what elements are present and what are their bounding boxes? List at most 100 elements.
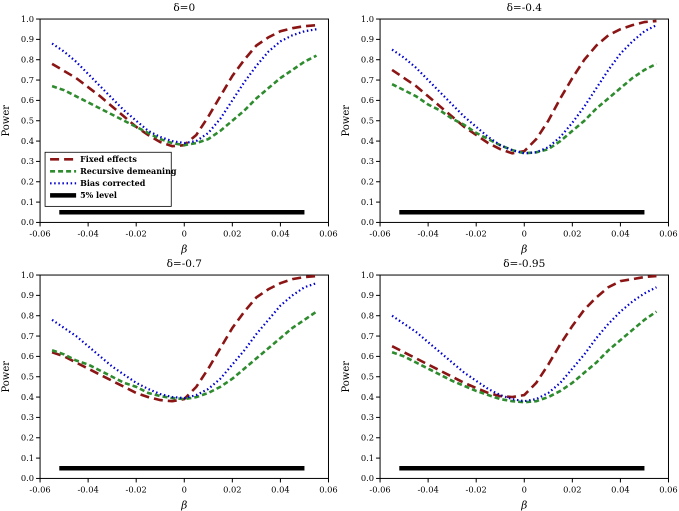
x-tick-label: 0.02 [223, 228, 241, 238]
chart-delta-0: δ=0 -0.06 -0.04 -0.02 0 0.02 0.04 0.06 0.0 0.1 0.2… [1, 2, 338, 255]
y-tick-label: 0.1 [21, 452, 34, 462]
chart-delta-neg-0-95: δ=-0.95 -0.06 -0.04 -0.02 0 0.02 0.04 0.06 0.0 0.… [341, 258, 678, 511]
y-tick-label: 0.0 [21, 217, 34, 227]
y-axis-label: Power [1, 360, 12, 392]
y-axis-label: Power [1, 105, 12, 137]
plot-frame [379, 274, 669, 479]
panel-delta-0: δ=0 -0.06 -0.04 -0.02 0 0.02 0.04 0.06 0.0 0.1 0.2… [0, 0, 340, 256]
y-tick-label: 0.9 [360, 34, 373, 44]
x-tick-label: -0.02 [465, 228, 486, 238]
series-recursive-demeaning [51, 310, 318, 400]
x-tick-label: -0.04 [417, 228, 438, 238]
y-tick-label: 0.2 [21, 432, 34, 442]
y-tick-label: 0.6 [21, 351, 34, 361]
y-tick-label: 0.3 [21, 412, 34, 422]
y-tick-label: 1.0 [360, 14, 373, 24]
x-tick-label: 0 [521, 484, 526, 494]
x-tick-label: -0.06 [369, 484, 390, 494]
y-tick-label: 0.4 [360, 136, 373, 146]
y-tick-label: 0.7 [360, 330, 373, 340]
x-tick-label: -0.04 [77, 484, 98, 494]
legend-label-5-level: 5% level [80, 190, 117, 200]
y-tick-label: 0.2 [21, 177, 34, 187]
legend-label-fixed-effects: Fixed effects [80, 154, 137, 164]
plot-frame [379, 18, 669, 223]
y-tick-label: 0.2 [360, 177, 373, 187]
series-recursive-demeaning [51, 54, 318, 147]
y-tick-label: 1.0 [21, 14, 34, 24]
x-tick-label: 0.02 [563, 484, 581, 494]
y-tick-label: 0.6 [360, 351, 373, 361]
x-axis-label: β [520, 243, 527, 255]
chart-delta-neg-0-4: δ=-0.4 -0.06 -0.04 -0.02 0 0.02 0.04 0.06 0.0 0.1… [341, 2, 678, 255]
x-tick-label: 0.06 [319, 228, 337, 238]
y-tick-label: 0.0 [360, 473, 373, 483]
y-tick-label: 0.5 [360, 116, 373, 126]
panel-title: δ=0 [173, 2, 195, 14]
x-tick-label: 0.06 [659, 484, 677, 494]
y-tick-label: 0.2 [360, 432, 373, 442]
y-tick-label: 0.6 [21, 95, 34, 105]
x-tick-label: 0.02 [563, 228, 581, 238]
x-axis-label: β [180, 499, 187, 511]
y-tick-label: 0.3 [360, 412, 373, 422]
x-tick-label: -0.06 [29, 484, 50, 494]
series-bias-corrected [390, 285, 657, 402]
x-axis-label: β [520, 499, 527, 511]
series-bias-corrected [390, 24, 657, 155]
x-tick-label: -0.06 [29, 228, 50, 238]
legend-label-bias-corrected: Bias corrected [80, 178, 146, 188]
x-tick-label: -0.02 [465, 484, 486, 494]
series-recursive-demeaning [391, 310, 657, 403]
panel-title: δ=-0.4 [506, 2, 542, 14]
x-tick-label: -0.04 [417, 484, 438, 494]
x-tick-label: 0.06 [659, 228, 677, 238]
y-tick-label: 0.7 [21, 330, 34, 340]
y-axis-label: Power [341, 105, 352, 137]
y-tick-label: 0.1 [360, 452, 373, 462]
panel-title: δ=-0.7 [167, 258, 202, 270]
y-tick-label: 0.4 [21, 391, 34, 401]
y-tick-label: 0.8 [360, 310, 373, 320]
series-fixed-effects [51, 274, 317, 402]
series-fixed-effects [390, 19, 657, 155]
chart-delta-neg-0-7: δ=-0.7 -0.06 -0.04 -0.02 0 0.02 0.04 0.06 0.0 0.1… [1, 258, 338, 511]
panel-delta-neg-0-7: δ=-0.7 -0.06 -0.04 -0.02 0 0.02 0.04 0.06 0.0 0.1… [0, 256, 340, 511]
y-tick-label: 0.5 [21, 116, 34, 126]
x-tick-label: 0 [182, 484, 187, 494]
y-tick-label: 0.6 [360, 95, 373, 105]
x-tick-label: 0 [521, 228, 526, 238]
y-tick-label: 0.1 [360, 197, 373, 207]
x-tick-label: -0.02 [126, 228, 147, 238]
x-tick-label: -0.04 [77, 228, 98, 238]
y-tick-label: 0.3 [21, 156, 34, 166]
y-tick-label: 0.5 [21, 371, 34, 381]
y-tick-label: 1.0 [21, 269, 34, 279]
legend-label-recursive-demeaning: Recursive demeaning [80, 166, 177, 176]
y-tick-label: 0.9 [21, 34, 34, 44]
y-tick-label: 0.8 [21, 55, 34, 65]
y-tick-label: 0.7 [21, 75, 34, 85]
panel-delta-neg-0-4: δ=-0.4 -0.06 -0.04 -0.02 0 0.02 0.04 0.06 0.0 0.1… [340, 0, 679, 256]
series-fixed-effects [390, 274, 657, 398]
x-tick-label: -0.06 [369, 228, 390, 238]
y-tick-label: 0.0 [21, 473, 34, 483]
y-tick-label: 0.8 [21, 310, 34, 320]
plot-frame [39, 274, 329, 479]
panel-title: δ=-0.95 [503, 258, 545, 270]
x-tick-label: 0.04 [271, 228, 289, 238]
y-tick-label: 0.3 [360, 156, 373, 166]
y-tick-label: 1.0 [360, 269, 373, 279]
y-tick-label: 0.9 [360, 290, 373, 300]
x-tick-label: 0.04 [611, 484, 629, 494]
x-tick-label: 0.04 [271, 484, 289, 494]
y-tick-label: 0.1 [21, 197, 34, 207]
x-tick-label: 0.02 [223, 484, 241, 494]
y-tick-label: 0.8 [360, 55, 373, 65]
series-bias-corrected [51, 281, 317, 399]
series-bias-corrected [51, 28, 317, 145]
x-tick-label: 0 [182, 228, 187, 238]
x-tick-label: 0.04 [611, 228, 629, 238]
panel-delta-neg-0-95: δ=-0.95 -0.06 -0.04 -0.02 0 0.02 0.04 0.06 0.0 0.… [340, 256, 679, 511]
